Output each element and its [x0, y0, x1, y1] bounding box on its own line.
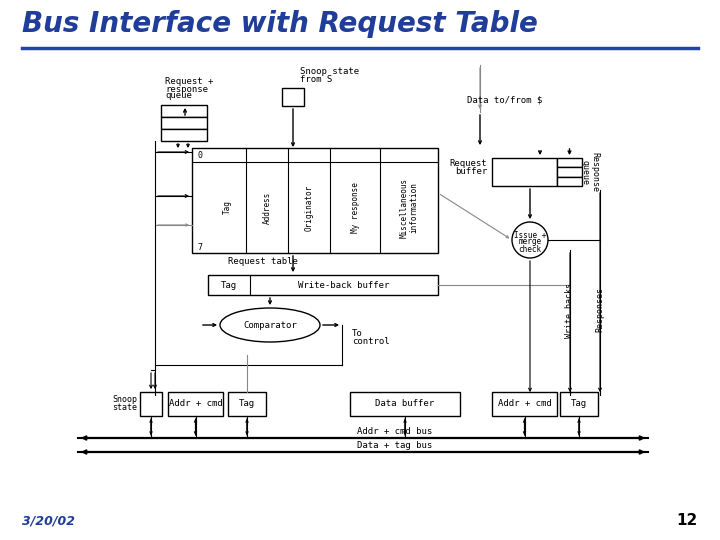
Text: state: state — [112, 403, 137, 413]
Text: buffer: buffer — [455, 166, 487, 176]
Text: Snoop state: Snoop state — [300, 68, 359, 77]
Bar — [350, 392, 460, 416]
Bar — [161, 129, 207, 141]
Text: Request +: Request + — [165, 78, 213, 86]
Text: Comparator: Comparator — [243, 321, 297, 329]
Bar — [560, 392, 598, 416]
Bar — [492, 158, 557, 186]
Text: Addr + cmd bus: Addr + cmd bus — [357, 427, 433, 435]
Bar — [140, 392, 162, 416]
Bar — [492, 392, 557, 416]
Text: Snoop: Snoop — [112, 395, 137, 404]
Text: from S: from S — [300, 75, 332, 84]
Bar — [168, 392, 223, 416]
Text: Tag: Tag — [571, 400, 587, 408]
Text: Write backs: Write backs — [565, 282, 575, 338]
Text: Responses: Responses — [595, 287, 605, 333]
Text: Issue +: Issue + — [514, 231, 546, 240]
Text: Request: Request — [449, 159, 487, 167]
Bar — [557, 177, 582, 186]
Text: 3/20/02: 3/20/02 — [22, 515, 75, 528]
Text: queue: queue — [165, 91, 192, 100]
Text: 12: 12 — [677, 513, 698, 528]
Text: Addr + cmd: Addr + cmd — [498, 400, 552, 408]
Text: To: To — [352, 329, 363, 339]
Text: Data + tag bus: Data + tag bus — [357, 441, 433, 449]
Text: check: check — [518, 245, 541, 253]
Bar — [161, 117, 207, 129]
Text: My response: My response — [351, 182, 359, 233]
Text: Response
queue: Response queue — [580, 152, 600, 192]
Text: Bus Interface with Request Table: Bus Interface with Request Table — [22, 10, 538, 38]
Text: Tag: Tag — [222, 200, 232, 214]
Bar — [161, 105, 207, 117]
Bar — [282, 88, 304, 106]
Bar — [557, 167, 582, 177]
Text: 7: 7 — [197, 244, 202, 253]
Text: Data buffer: Data buffer — [375, 400, 435, 408]
Text: Addr + cmd: Addr + cmd — [168, 400, 222, 408]
Text: Address: Address — [263, 191, 271, 224]
Ellipse shape — [220, 308, 320, 342]
Bar — [192, 148, 438, 253]
Bar — [208, 275, 438, 295]
Bar — [228, 392, 266, 416]
Text: Originator: Originator — [305, 184, 313, 231]
Text: 0: 0 — [197, 151, 202, 159]
Text: Write-back buffer: Write-back buffer — [298, 280, 390, 289]
Text: Tag: Tag — [239, 400, 255, 408]
Text: response: response — [165, 84, 208, 93]
Text: Miscellaneous
information: Miscellaneous information — [400, 178, 419, 238]
Circle shape — [512, 222, 548, 258]
Bar — [557, 158, 582, 167]
Text: Request table: Request table — [228, 256, 298, 266]
Text: Data to/from $: Data to/from $ — [467, 96, 542, 105]
Text: merge: merge — [518, 238, 541, 246]
Text: Tag: Tag — [221, 280, 237, 289]
Text: control: control — [352, 338, 390, 347]
